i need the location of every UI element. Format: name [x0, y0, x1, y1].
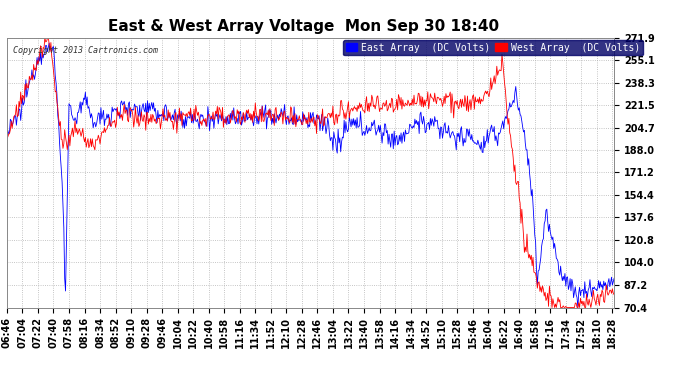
West Array  (DC Volts) — [386, 101, 394, 105]
Text: Copyright 2013 Cartronics.com: Copyright 2013 Cartronics.com — [13, 46, 158, 55]
East Array  (DC Volts) — [592, 287, 600, 291]
East Array  (DC Volts) — [45, 41, 53, 45]
East Array  (DC Volts) — [574, 305, 582, 310]
East Array  (DC Volts) — [233, 116, 242, 120]
West Array  (DC Volts) — [610, 292, 618, 297]
West Array  (DC Volts) — [10, 114, 19, 118]
West Array  (DC Volts) — [265, 116, 273, 120]
Line: East Array  (DC Volts): East Array (DC Volts) — [7, 43, 614, 308]
West Array  (DC Volts) — [592, 303, 600, 307]
East Array  (DC Volts) — [386, 140, 394, 144]
Text: East & West Array Voltage  Mon Sep 30 18:40: East & West Array Voltage Mon Sep 30 18:… — [108, 19, 499, 34]
West Array  (DC Volts) — [548, 305, 556, 310]
East Array  (DC Volts) — [276, 114, 284, 119]
Line: West Array  (DC Volts): West Array (DC Volts) — [7, 38, 614, 308]
East Array  (DC Volts) — [610, 276, 618, 280]
West Array  (DC Volts) — [276, 114, 284, 118]
West Array  (DC Volts) — [41, 35, 49, 40]
East Array  (DC Volts) — [10, 114, 19, 118]
West Array  (DC Volts) — [233, 108, 242, 112]
West Array  (DC Volts) — [3, 136, 11, 140]
Legend: East Array  (DC Volts), West Array  (DC Volts): East Array (DC Volts), West Array (DC Vo… — [343, 40, 643, 56]
East Array  (DC Volts) — [265, 107, 273, 112]
East Array  (DC Volts) — [3, 132, 11, 137]
